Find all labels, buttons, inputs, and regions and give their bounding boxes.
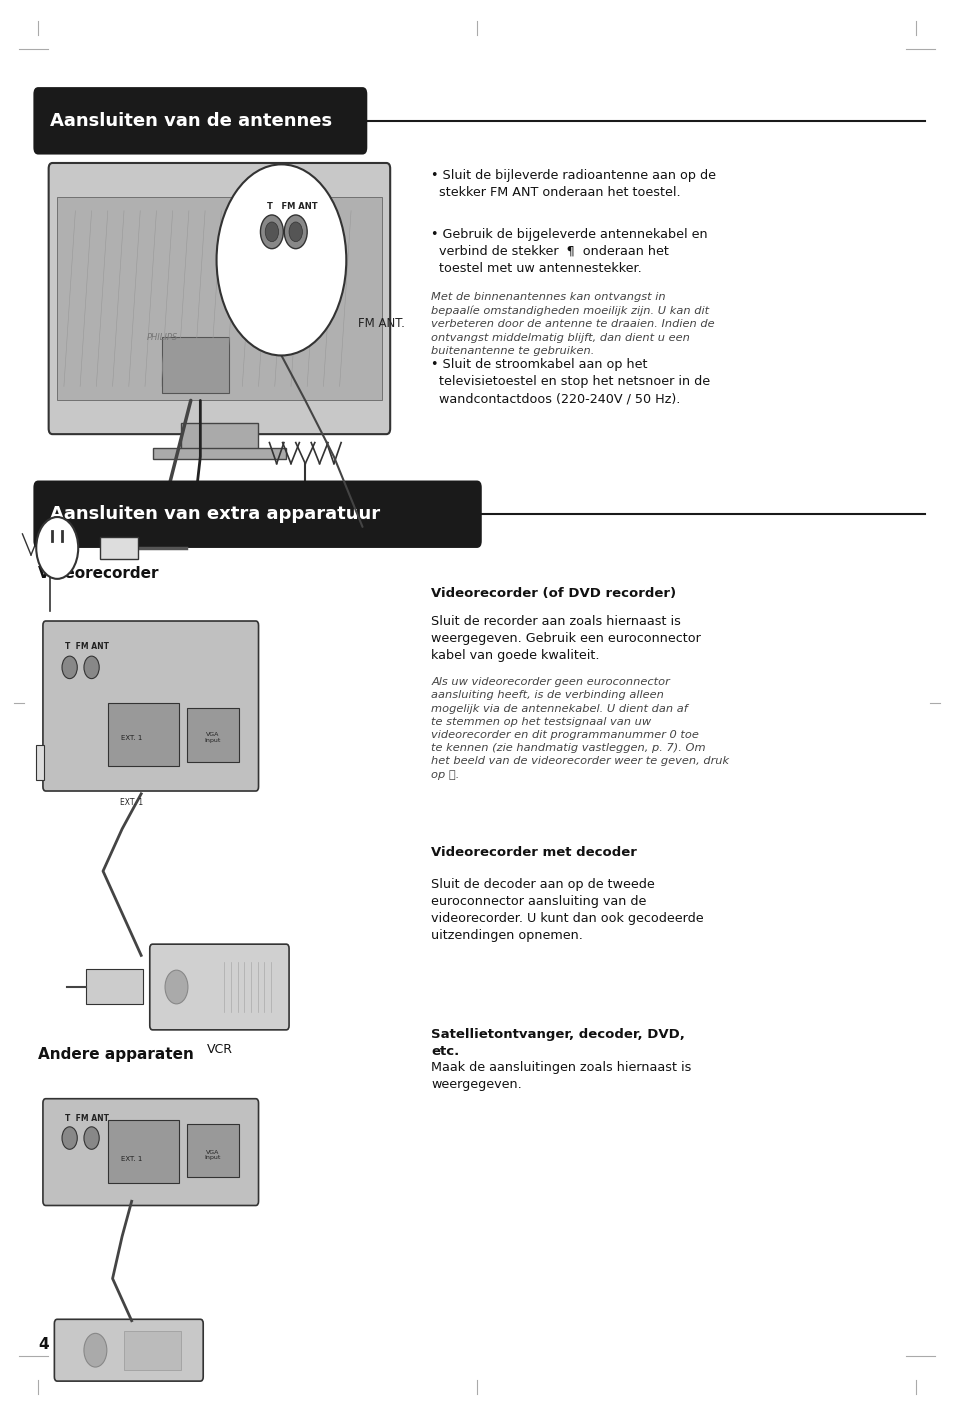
Text: • Sluit de stroomkabel aan op het
  televisietoestel en stop het netsnoer in de
: • Sluit de stroomkabel aan op het televi… xyxy=(431,358,710,405)
Text: • Sluit de bijleverde radioantenne aan op de
  stekker FM ANT onderaan het toest: • Sluit de bijleverde radioantenne aan o… xyxy=(431,169,716,198)
FancyBboxPatch shape xyxy=(43,621,258,791)
Circle shape xyxy=(165,969,188,1003)
Text: EXT. 1: EXT. 1 xyxy=(120,798,143,806)
Text: Maak de aansluitingen zoals hiernaast is
weergegeven.: Maak de aansluitingen zoals hiernaast is… xyxy=(431,1061,691,1090)
Text: Videorecorder: Videorecorder xyxy=(38,566,159,582)
Text: Sluit de decoder aan op de tweede
euroconnector aansluiting van de
videorecorder: Sluit de decoder aan op de tweede euroco… xyxy=(431,878,703,943)
FancyBboxPatch shape xyxy=(33,87,367,155)
Text: EXT. 1: EXT. 1 xyxy=(121,1156,142,1162)
FancyBboxPatch shape xyxy=(54,1319,203,1381)
Bar xyxy=(108,1120,179,1183)
Text: Videorecorder met decoder: Videorecorder met decoder xyxy=(431,846,637,858)
FancyBboxPatch shape xyxy=(33,481,481,548)
Circle shape xyxy=(84,1127,99,1149)
Bar xyxy=(181,423,257,454)
Bar xyxy=(100,537,138,559)
Text: Aansluiten van extra apparatuur: Aansluiten van extra apparatuur xyxy=(50,506,379,523)
Circle shape xyxy=(84,1333,107,1367)
Text: Aansluiten van de antennes: Aansluiten van de antennes xyxy=(50,112,332,129)
Bar xyxy=(36,745,44,780)
Bar xyxy=(187,1124,239,1177)
Circle shape xyxy=(36,517,78,579)
Text: Videorecorder (of DVD recorder): Videorecorder (of DVD recorder) xyxy=(431,587,676,600)
Text: Met de binnenantennes kan ontvangst in
bepaalíe omstandigheden moeilijk zijn. U : Met de binnenantennes kan ontvangst in b… xyxy=(431,292,714,355)
Bar xyxy=(162,337,229,393)
Circle shape xyxy=(265,222,278,242)
FancyBboxPatch shape xyxy=(150,944,289,1030)
Text: PHILIPS: PHILIPS xyxy=(147,333,177,341)
FancyBboxPatch shape xyxy=(43,1099,258,1205)
Text: • Gebruik de bijgeleverde antennekabel en
  verbind de stekker  ¶  onderaan het
: • Gebruik de bijgeleverde antennekabel e… xyxy=(431,228,707,274)
Circle shape xyxy=(289,222,302,242)
Text: Als uw videorecorder geen euroconnector
aansluiting heeft, is de verbinding alle: Als uw videorecorder geen euroconnector … xyxy=(431,677,728,780)
Text: Andere apparaten: Andere apparaten xyxy=(38,1047,193,1062)
Circle shape xyxy=(260,215,283,249)
Text: 4: 4 xyxy=(38,1336,49,1352)
Bar xyxy=(124,1331,181,1370)
Text: VGA
Input: VGA Input xyxy=(204,1149,221,1161)
Circle shape xyxy=(284,215,307,249)
Text: T   FM ANT: T FM ANT xyxy=(266,202,317,211)
Text: VCR: VCR xyxy=(206,1043,233,1055)
Circle shape xyxy=(216,164,346,355)
Bar xyxy=(108,702,179,766)
FancyBboxPatch shape xyxy=(49,163,390,434)
Text: Satellietontvanger, decoder, DVD,
etc.: Satellietontvanger, decoder, DVD, etc. xyxy=(431,1028,684,1058)
Text: Sluit de recorder aan zoals hiernaast is
weergegeven. Gebruik een euroconnector
: Sluit de recorder aan zoals hiernaast is… xyxy=(431,615,700,662)
Bar xyxy=(152,448,286,459)
Bar xyxy=(187,708,239,762)
Circle shape xyxy=(62,656,77,679)
Circle shape xyxy=(84,656,99,679)
Text: T: T xyxy=(376,517,384,528)
Bar xyxy=(57,197,381,400)
Bar xyxy=(334,509,362,534)
Text: T  FM ANT: T FM ANT xyxy=(65,1114,109,1123)
Text: FM ANT.: FM ANT. xyxy=(357,316,404,330)
Text: EXT. 1: EXT. 1 xyxy=(121,735,142,740)
Text: VGA
Input: VGA Input xyxy=(204,732,221,743)
Circle shape xyxy=(62,1127,77,1149)
Text: T  FM ANT: T FM ANT xyxy=(65,642,109,651)
Bar xyxy=(86,969,143,1003)
